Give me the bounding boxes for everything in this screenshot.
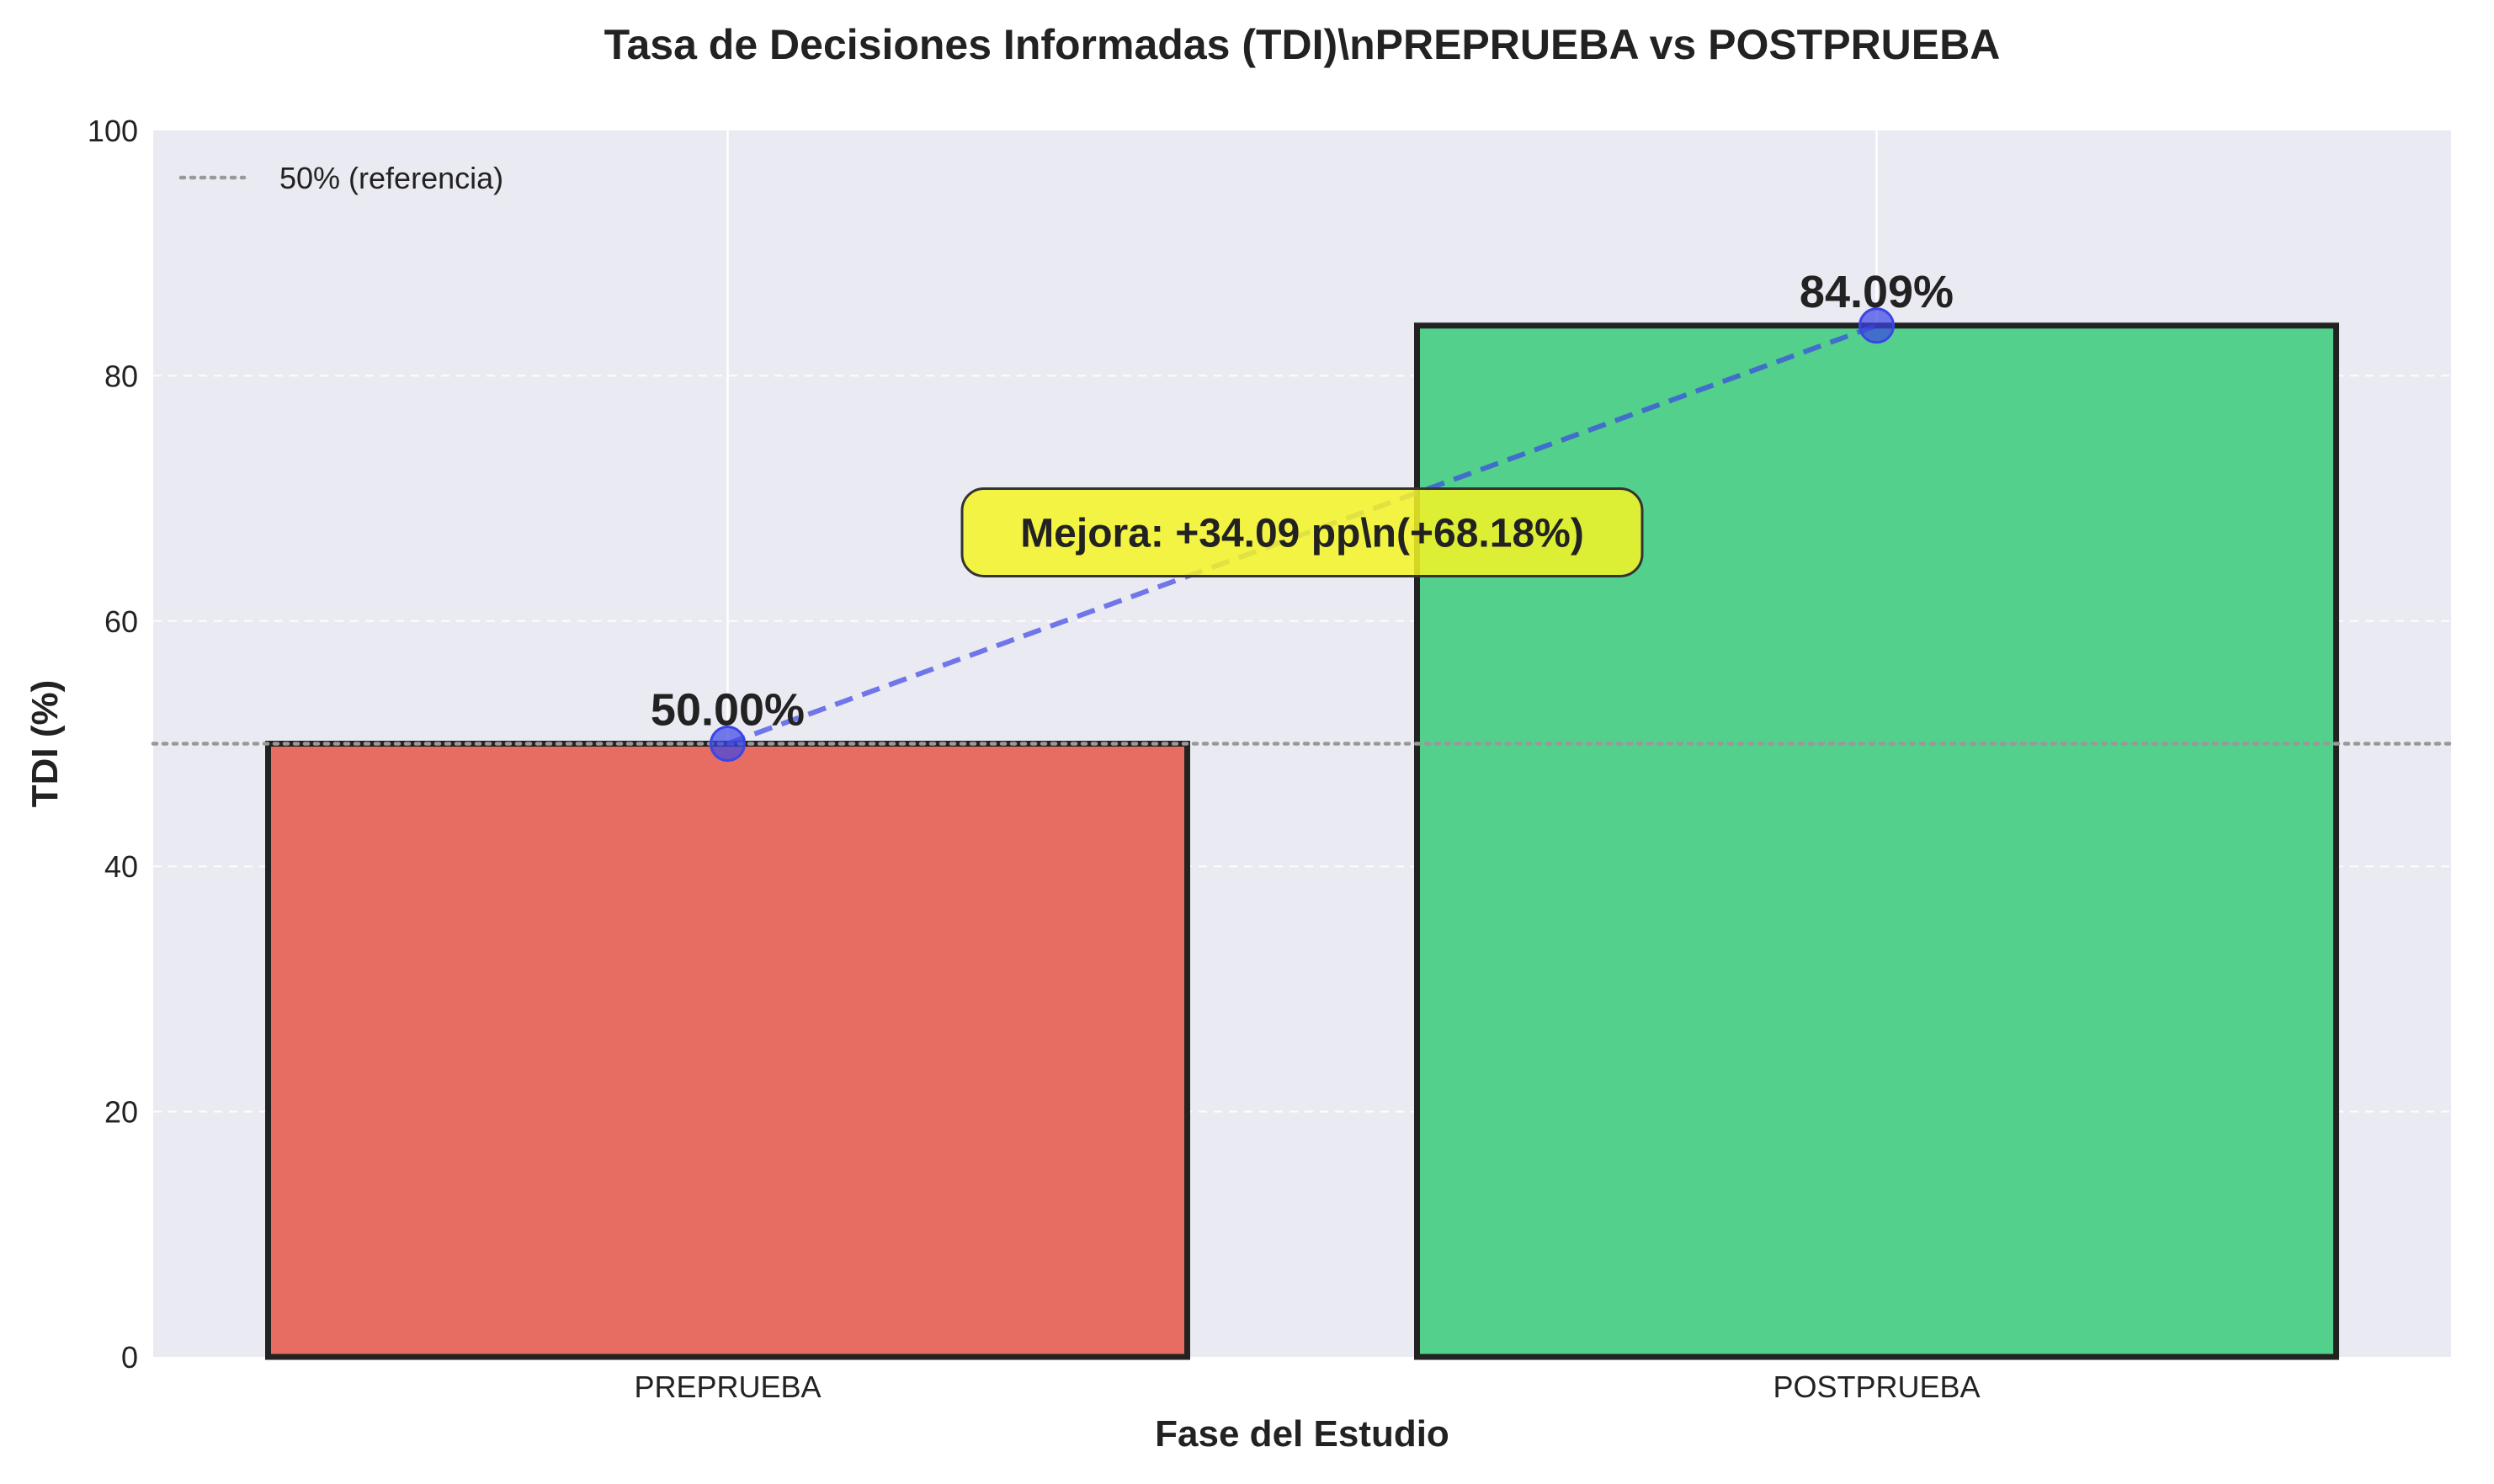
- y-tick-label-40: 40: [104, 849, 138, 884]
- legend[interactable]: 50% (referencia): [178, 161, 503, 195]
- annotation-box: [960, 487, 1644, 577]
- y-tick-label-20: 20: [104, 1095, 138, 1130]
- y-tick-label-60: 60: [104, 604, 138, 639]
- value-label-preprueba: 50.00%: [651, 685, 805, 736]
- y-axis-label: TDI (%): [24, 680, 66, 808]
- chart-title: Tasa de Decisiones Informadas (TDI)\nPRE…: [604, 21, 2001, 68]
- bar-postprueba[interactable]: [1414, 322, 2339, 1360]
- legend-label-reference: 50% (referencia): [279, 161, 503, 195]
- x-tick-label-postprueba: POSTPRUEBA: [1773, 1370, 1980, 1404]
- point-marker-preprueba[interactable]: [710, 726, 746, 762]
- annotation: Mejora: +34.09 pp\n(+68.18%): [960, 487, 1644, 577]
- annotation-text: Mejora: +34.09 pp\n(+68.18%): [1020, 511, 1584, 556]
- y-tick-label-80: 80: [104, 359, 138, 393]
- x-axis-label: Fase del Estudio: [1155, 1413, 1449, 1455]
- bars: [265, 322, 2339, 1360]
- x-tick-label-preprueba: PREPRUEBA: [634, 1370, 821, 1404]
- bar-preprueba[interactable]: [265, 741, 1190, 1360]
- y-tick-label-0: 0: [121, 1340, 138, 1375]
- y-tick-label-100: 100: [88, 114, 138, 148]
- point-marker-postprueba[interactable]: [1859, 307, 1895, 344]
- ticks: 0 20 40 60 80 100 PREPRUEBA POSTPRUEBA: [88, 114, 1981, 1404]
- value-label-postprueba: 84.09%: [1800, 267, 1954, 317]
- data-labels: 50.00% 84.09%: [651, 267, 1954, 736]
